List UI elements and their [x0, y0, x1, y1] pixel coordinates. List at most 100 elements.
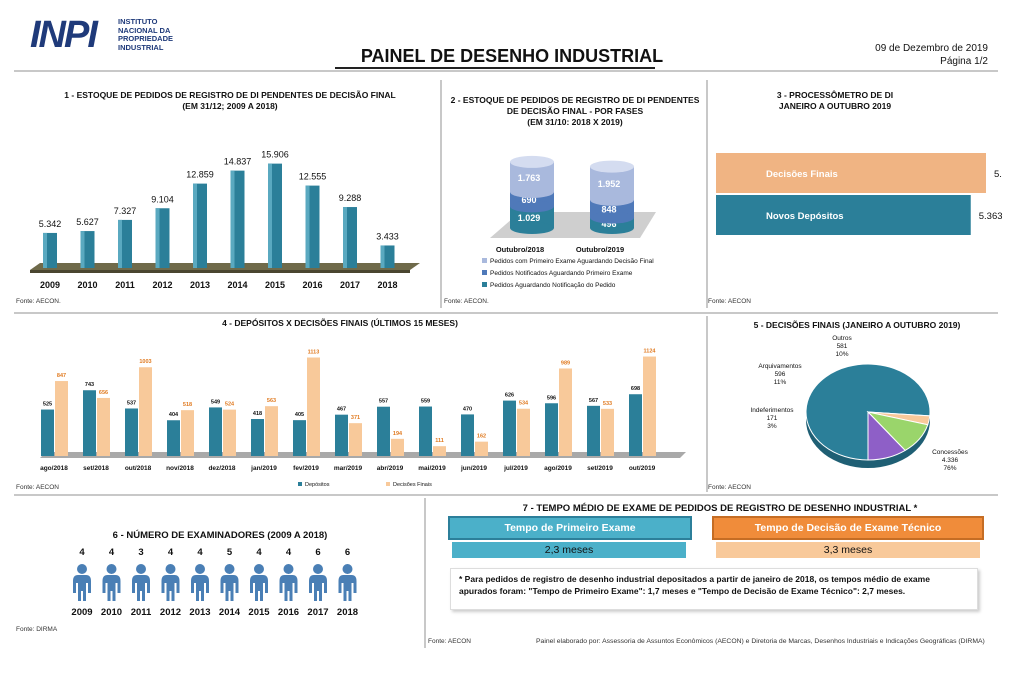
panel7-title: 7 - TEMPO MÉDIO DE EXAME DE PEDIDOS DE R…: [440, 503, 1000, 514]
person-icon: [280, 575, 298, 601]
bar-deposits: [587, 406, 600, 456]
year-label: 2017: [307, 607, 328, 618]
year-label: 2009: [71, 607, 92, 618]
bar-deposits: [251, 419, 264, 456]
data-label: 847: [57, 373, 66, 379]
data-label: 534: [519, 401, 529, 407]
x-tick-label: 2012: [152, 280, 172, 290]
page-title: PAINEL DE DESENHO INDUSTRIAL: [0, 46, 1024, 67]
bar-deposits: [419, 407, 432, 456]
legend-swatch: [482, 270, 487, 275]
technical-decision-label-box: Tempo de Decisão de Exame Técnico: [712, 516, 984, 540]
x-tick-label: jan/2019: [250, 465, 277, 472]
examiner-count: 4: [79, 547, 85, 558]
cylinder-top: [590, 161, 634, 173]
legend-swatch: [298, 482, 302, 486]
x-tick-label: 2014: [227, 280, 247, 290]
x-tick-label: mar/2019: [334, 465, 363, 472]
x-tick-label: 2015: [265, 280, 285, 290]
slice-percent: 11%: [774, 379, 787, 386]
slice-label: Outros: [832, 335, 852, 342]
slice-percent: 10%: [835, 351, 848, 358]
x-tick-label: 2009: [40, 280, 60, 290]
examiner-count: 4: [256, 547, 262, 558]
x-tick-label: Outubro/2018: [496, 245, 544, 254]
data-label: 563: [267, 398, 276, 404]
bar-highlight: [231, 171, 235, 268]
examiner-count: 5: [227, 547, 233, 558]
year-label: 2013: [189, 607, 210, 618]
exam-time-note: * Para pedidos de registro de desenho in…: [450, 568, 978, 610]
data-label: 194: [393, 431, 403, 437]
date-block: 09 de Dezembro de 2019 Página 1/2: [875, 42, 988, 68]
bar-highlight: [343, 207, 347, 268]
slice-value: 596: [775, 371, 786, 378]
panel5-title: 5 - DECISÕES FINAIS (JANEIRO A OUTUBRO 2…: [712, 320, 1002, 331]
bar-deposits: [335, 415, 348, 456]
slice-value: 171: [767, 415, 778, 422]
panel3-title: 3 - PROCESSÔMETRO DE DI JANEIRO A OUTUBR…: [710, 90, 960, 112]
bar-highlight: [268, 164, 272, 268]
data-label: 9.288: [339, 193, 362, 203]
bar-deposits: [503, 401, 516, 456]
panel1-subtitle: (EM 31/12; 2009 A 2018): [30, 101, 430, 112]
bar-decisions: [433, 446, 446, 456]
panel3-source: Fonte: AECON: [708, 298, 751, 305]
panel3-subtitle: JANEIRO A OUTUBRO 2019: [710, 101, 960, 112]
data-label: 405: [295, 412, 304, 418]
data-label: 418: [253, 411, 262, 417]
data-label: 848: [601, 205, 616, 215]
bar-decisions: [223, 410, 236, 456]
panel7-source: Fonte: AECON: [428, 638, 471, 645]
person-icon: [73, 575, 91, 601]
bar-decisions: [643, 357, 656, 456]
slice-value: 4.336: [942, 457, 959, 464]
data-label: 5.684: [994, 169, 1002, 180]
person-icon: [132, 575, 150, 601]
person-icon: [284, 564, 294, 574]
legend-label: Pedidos Aguardando Notificação do Pedido: [490, 282, 616, 289]
year-label: 2014: [219, 607, 241, 618]
x-tick-label: nov/2018: [166, 465, 194, 472]
footer-credit: Painel elaborado por: Assessoria de Assu…: [536, 638, 985, 645]
x-tick-label: 2017: [340, 280, 360, 290]
category-label: Decisões Finais: [766, 169, 838, 180]
panel5-source: Fonte: AECON: [708, 484, 751, 491]
bar-deposits: [377, 407, 390, 456]
slice-label: Concessões: [932, 449, 969, 456]
legend-swatch: [482, 282, 487, 287]
x-tick-label: 2013: [190, 280, 210, 290]
person-icon: [339, 575, 357, 601]
year-label: 2016: [278, 607, 299, 618]
data-label: 525: [43, 402, 52, 408]
bar-deposits: [293, 420, 306, 456]
data-label: 467: [337, 407, 346, 413]
bar-decisions: [139, 367, 152, 456]
data-label: 1003: [139, 359, 151, 365]
slice-value: 581: [837, 343, 848, 350]
legend-swatch: [386, 482, 390, 486]
slice-label: Indeferimentos: [751, 407, 795, 414]
data-label: 1.763: [518, 173, 541, 183]
bar-deposits: [83, 390, 96, 456]
data-label: 5.363: [979, 211, 1002, 222]
data-label: 1113: [308, 350, 320, 356]
stock-bar-chart: 5.34220095.62720107.32720119.104201212.8…: [20, 120, 430, 295]
slice-label: Arquivamentos: [758, 363, 802, 370]
bar-decisions: [559, 368, 572, 456]
data-label: 14.837: [224, 157, 252, 167]
person-icon: [103, 575, 121, 601]
examiner-count: 6: [345, 547, 350, 558]
data-label: 12.859: [186, 170, 214, 180]
legend-label: Decisões Finais: [393, 482, 432, 488]
data-label: 404: [169, 412, 179, 418]
panel6-source: Fonte: DIRMA: [16, 626, 57, 633]
legend-swatch: [482, 258, 487, 263]
slice-percent: 3%: [767, 423, 777, 430]
data-label: 1124: [644, 349, 657, 355]
technical-decision-value-box: 3,3 meses: [716, 542, 980, 558]
x-tick-label: ago/2018: [40, 465, 68, 472]
data-label: 5.627: [76, 217, 99, 227]
stack-segment-bottom: [510, 186, 554, 198]
examiner-count: 4: [168, 547, 174, 558]
